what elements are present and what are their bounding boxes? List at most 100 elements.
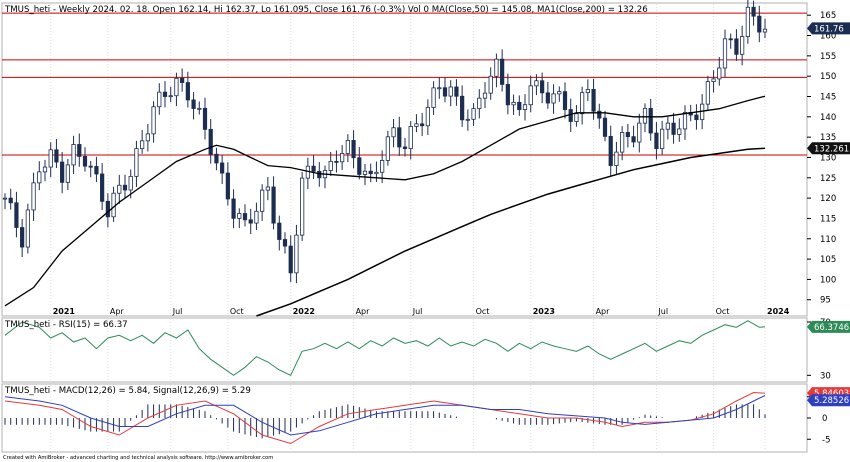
- candle-body: [351, 140, 356, 159]
- candle-body: [425, 107, 430, 127]
- x-tick-label: Oct: [230, 307, 244, 316]
- footer-credit: Created with AmiBroker - advanced charti…: [3, 455, 273, 461]
- candle-body: [117, 184, 122, 194]
- candle-body: [448, 86, 453, 97]
- candle-body: [340, 153, 345, 163]
- candle-body: [740, 36, 745, 55]
- candle-body: [180, 77, 185, 83]
- rsi-pane-title: TMUS_heti - RSI(15) = 66.37: [4, 320, 128, 330]
- price-pane: [1, 2, 808, 317]
- candle-body: [711, 78, 716, 83]
- candle-body: [208, 128, 213, 155]
- candle-body: [122, 184, 128, 191]
- candle-body: [494, 58, 499, 77]
- candle-body: [642, 107, 648, 124]
- candle-body: [414, 123, 419, 127]
- candle-body: [745, 6, 750, 37]
- price-y-tick-label: 145: [820, 92, 836, 102]
- price-y-tick-label: 125: [820, 174, 836, 184]
- macd-badge: 5.84603: [814, 389, 849, 399]
- candle-body: [654, 132, 659, 150]
- price-y-tick-label: 140: [820, 113, 836, 123]
- price-y-tick-label: 135: [820, 133, 836, 143]
- candle-body: [540, 80, 545, 94]
- candle-body: [574, 113, 579, 122]
- candle-body: [25, 209, 30, 248]
- candle-body: [682, 112, 688, 130]
- candle-body: [380, 159, 385, 173]
- price-y-tick-label: 110: [820, 235, 836, 245]
- candle-body: [248, 219, 253, 224]
- candle-body: [145, 133, 150, 142]
- candle-body: [357, 157, 362, 175]
- x-tick-label: Jul: [657, 307, 668, 316]
- x-tick-label: Apr: [356, 307, 371, 316]
- candle-body: [551, 93, 556, 104]
- candle-body: [2, 197, 8, 200]
- candle-body: [157, 91, 162, 108]
- price-y-tick-label: 95: [820, 296, 831, 306]
- candle-body: [214, 153, 219, 164]
- candle-body: [477, 97, 482, 109]
- candle-body: [185, 82, 190, 101]
- candle-body: [317, 170, 322, 179]
- x-tick-label: 2021: [53, 307, 76, 316]
- price-grid: [50, 4, 766, 451]
- candle-body: [105, 200, 110, 218]
- candle-body: [237, 213, 242, 219]
- price-y-tick-label: 100: [820, 275, 836, 285]
- x-tick-label: Oct: [476, 307, 490, 316]
- candle-body: [277, 222, 282, 240]
- candle-body: [437, 87, 442, 90]
- candle-body: [465, 118, 470, 121]
- candle-body: [140, 140, 145, 150]
- x-tick-label: Oct: [716, 307, 730, 316]
- candle-body: [334, 160, 339, 163]
- price-pane-title: TMUS_heti - Weekly 2024. 02. 18. Open 16…: [4, 5, 648, 15]
- candle-body: [528, 85, 533, 106]
- x-tick-label: Apr: [110, 307, 125, 316]
- candle-body: [517, 101, 522, 111]
- candle-body: [608, 135, 613, 166]
- candle-body: [665, 122, 670, 130]
- candle-body: [602, 117, 608, 137]
- candle-body: [311, 165, 316, 172]
- x-tick-label: Jul: [412, 307, 423, 316]
- candle-body: [134, 148, 139, 177]
- candle-body: [8, 197, 13, 204]
- ma200-line: [256, 147, 766, 317]
- candle-body: [42, 166, 48, 173]
- candle-body: [60, 161, 65, 183]
- candle-body: [637, 122, 642, 143]
- candle-body: [48, 149, 53, 168]
- candle-body: [128, 175, 133, 191]
- candle-body: [197, 107, 202, 110]
- candle-body: [734, 38, 739, 55]
- candle-body: [111, 192, 116, 218]
- macd-y-tick-label: 0: [822, 414, 827, 424]
- candle-body: [648, 107, 653, 134]
- x-axis: 2021 Apr Jul Oct 2022 Apr Jul Oct 2023 Apr Jul Oct 2…: [53, 307, 790, 316]
- rsi-badge: 66.3746: [814, 323, 849, 333]
- candle-body: [151, 106, 156, 135]
- macd-pane-title: TMUS_heti - MACD(12,26) = 5.84, Signal(1…: [4, 386, 251, 396]
- macd-y-tick-label: -5: [822, 435, 830, 445]
- candle-body: [54, 149, 59, 163]
- candle-body: [557, 91, 562, 95]
- candle-body: [265, 186, 270, 191]
- rsi-line: [4, 320, 766, 376]
- signal-badge: 5.28526: [814, 396, 849, 406]
- candle-body: [717, 67, 722, 80]
- price-y-tick-label: 160: [820, 32, 836, 42]
- candle-body: [294, 234, 299, 274]
- candle-body: [757, 15, 762, 33]
- candle-body: [260, 189, 265, 212]
- candle-body: [100, 173, 105, 202]
- candle-body: [328, 160, 333, 171]
- x-tick-label: 2022: [293, 307, 315, 316]
- candle-body: [482, 92, 488, 99]
- candle-body: [397, 127, 402, 148]
- candle-body: [545, 92, 550, 104]
- candle-body: [471, 108, 476, 120]
- candle-body: [442, 87, 448, 97]
